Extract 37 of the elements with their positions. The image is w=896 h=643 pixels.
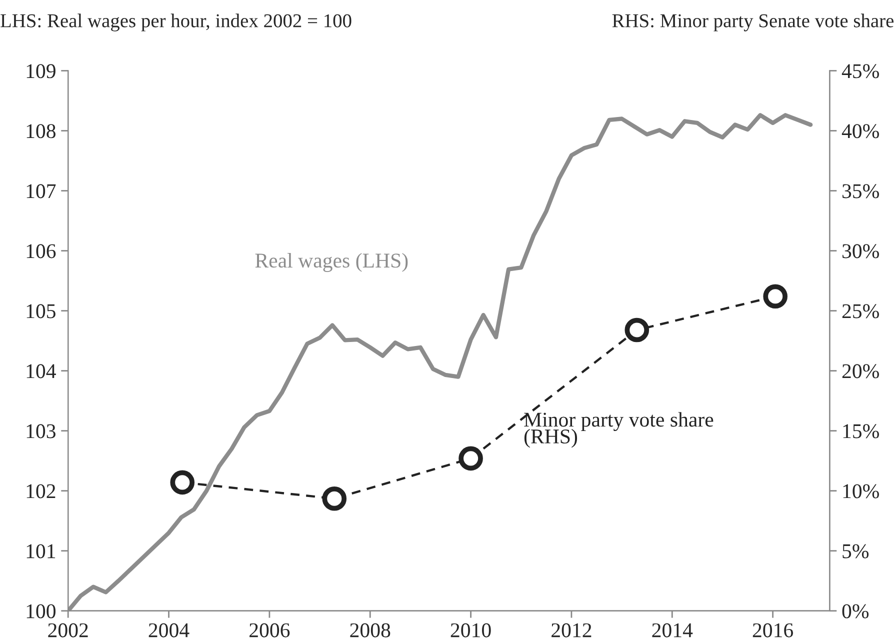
- y-tick-label: 102: [26, 484, 56, 498]
- x-tick-label: 2014: [652, 623, 693, 638]
- y2-tick-label: 25%: [842, 304, 879, 318]
- y-tick-label: 108: [26, 124, 56, 138]
- y2-tick-label: 20%: [842, 364, 879, 378]
- x-tick-label: 2012: [552, 623, 592, 638]
- y-tick-label: 109: [26, 64, 56, 78]
- y2-tick-label: 35%: [842, 184, 879, 198]
- point: [624, 318, 650, 342]
- y2-tick-label: 15%: [843, 424, 879, 438]
- y2-tick-label: 0%: [842, 604, 869, 618]
- point: [458, 446, 483, 471]
- x-tick-label: 2016: [752, 623, 794, 638]
- y2-tick-label: 45%: [842, 64, 879, 78]
- point: [170, 470, 195, 495]
- x-tick-label: 2004: [148, 623, 190, 638]
- x-tick-label: 2008: [350, 623, 390, 638]
- y-tick-label: 105: [26, 304, 56, 318]
- series-label: Minor party vote share (RHS): [524, 412, 714, 448]
- y-axis-title: LHS: Real wages per hour, index 2002 = 100: [0, 14, 352, 32]
- y2-tick-label: 30%: [842, 244, 879, 258]
- point: [322, 486, 347, 511]
- y2-tick-label: 10%: [843, 484, 879, 498]
- y-tick-label: 104: [26, 364, 56, 378]
- y-tick-label: 106: [26, 244, 56, 258]
- point: [763, 284, 788, 309]
- x-tick-label: 2006: [250, 623, 290, 638]
- text: Real wages (LHS): [255, 252, 408, 272]
- x-tick-label: 2002: [48, 623, 88, 638]
- y2-axis-title: RHS: Minor party Senate vote share: [612, 14, 894, 32]
- y-tick-label: 100: [26, 604, 56, 618]
- y2-tick-label: 5%: [842, 544, 869, 558]
- y-tick-label: 107: [26, 184, 56, 198]
- y-tick-label: 101: [26, 544, 56, 558]
- y-tick-label: 103: [26, 424, 56, 438]
- x-tick-label: 2010: [450, 623, 491, 638]
- y2-tick-label: 40%: [842, 124, 879, 138]
